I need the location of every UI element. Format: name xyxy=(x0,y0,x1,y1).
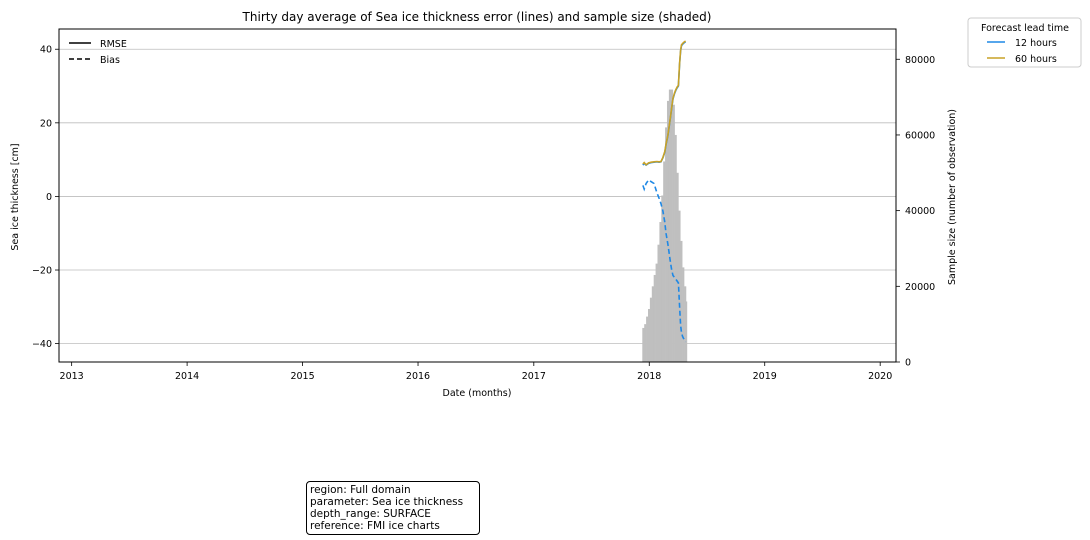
metadata-reference: reference: FMI ice charts xyxy=(310,520,440,532)
sample-size-bar xyxy=(648,309,651,362)
y-tick-label: 20 xyxy=(40,118,52,129)
sample-size-bar xyxy=(665,127,668,363)
y2-tick-label: 0 xyxy=(905,358,911,369)
sample-size-bar xyxy=(672,104,675,362)
sample-size-bar xyxy=(682,267,685,362)
sample-size-bar xyxy=(685,301,688,362)
sample-size-bar xyxy=(680,240,683,362)
x-tick-label: 2015 xyxy=(290,371,314,382)
y-axis-left: 40 20 0 −20 −40 xyxy=(32,45,59,350)
sample-size-bars xyxy=(642,89,688,363)
sample-size-bar xyxy=(678,210,681,362)
metadata-parameter: parameter: Sea ice thickness xyxy=(310,496,464,508)
sample-size-bar xyxy=(646,316,649,362)
rmse-line-60-hours xyxy=(642,40,687,166)
x-tick-label: 2017 xyxy=(522,371,546,382)
sample-size-bar xyxy=(642,327,645,362)
x-tick-label: 2016 xyxy=(406,371,430,382)
x-axis: 2013 2014 2015 2016 2017 2018 2019 2020 xyxy=(60,362,892,382)
sample-size-bar xyxy=(644,324,647,362)
y2-tick-label: 60000 xyxy=(905,130,935,141)
sample-size-bar xyxy=(649,297,653,362)
x-tick-label: 2020 xyxy=(868,371,892,382)
sample-size-bar xyxy=(670,89,673,362)
metadata-depth-range: depth_range: SURFACE xyxy=(310,508,431,520)
x-tick-label: 2018 xyxy=(637,371,661,382)
y-tick-label: −40 xyxy=(32,339,52,350)
y2-axis-label: Sample size (number of observation) xyxy=(947,109,958,285)
sample-size-bar xyxy=(659,221,662,362)
metadata-box: region: Full domain parameter: Sea ice t… xyxy=(306,481,480,535)
sample-size-bar xyxy=(666,100,670,362)
y2-tick-label: 80000 xyxy=(905,55,935,66)
bias-line-12-hours xyxy=(642,178,687,343)
legend-bias-label: Bias xyxy=(100,55,120,66)
y-axis-right: 80000 60000 40000 20000 0 xyxy=(896,55,935,369)
x-tick-label: 2019 xyxy=(753,371,777,382)
metadata-region: region: Full domain xyxy=(310,484,411,496)
x-tick-label: 2014 xyxy=(175,371,199,382)
lead-time-legend-frame xyxy=(967,17,1082,68)
y-tick-label: −20 xyxy=(32,266,52,277)
sample-size-bar xyxy=(661,195,664,362)
lead-time-legend-title: Forecast lead time xyxy=(981,23,1069,34)
y-tick-label: 40 xyxy=(40,45,52,56)
y-axis-label: Sea ice thickness [cm] xyxy=(10,143,21,250)
series-lines xyxy=(642,40,687,343)
x-tick-label: 2013 xyxy=(60,371,84,382)
plot-frame xyxy=(58,28,897,363)
grid-lines xyxy=(59,48,896,345)
sample-size-bar xyxy=(676,172,679,362)
legend-12h-label: 12 hours xyxy=(1015,38,1057,49)
y2-tick-label: 20000 xyxy=(905,282,935,293)
style-legend: RMSE Bias xyxy=(69,39,127,66)
chart-title: Thirty day average of Sea ice thickness … xyxy=(242,10,712,24)
lead-time-legend: Forecast lead time 12 hours 60 hours xyxy=(967,17,1082,68)
y-tick-label: 0 xyxy=(46,192,52,203)
sample-size-bar xyxy=(663,161,666,362)
sample-size-bar xyxy=(674,134,677,362)
sample-size-bar xyxy=(651,286,654,362)
x-axis-label: Date (months) xyxy=(443,388,512,399)
y2-tick-label: 40000 xyxy=(905,206,935,217)
sample-size-bar xyxy=(684,286,687,362)
sample-size-bar xyxy=(655,263,658,362)
legend-rmse-label: RMSE xyxy=(100,39,127,50)
legend-60h-label: 60 hours xyxy=(1015,54,1057,65)
sample-size-bar xyxy=(668,89,672,362)
sample-size-bar xyxy=(653,274,656,362)
sample-size-bar xyxy=(657,244,660,362)
